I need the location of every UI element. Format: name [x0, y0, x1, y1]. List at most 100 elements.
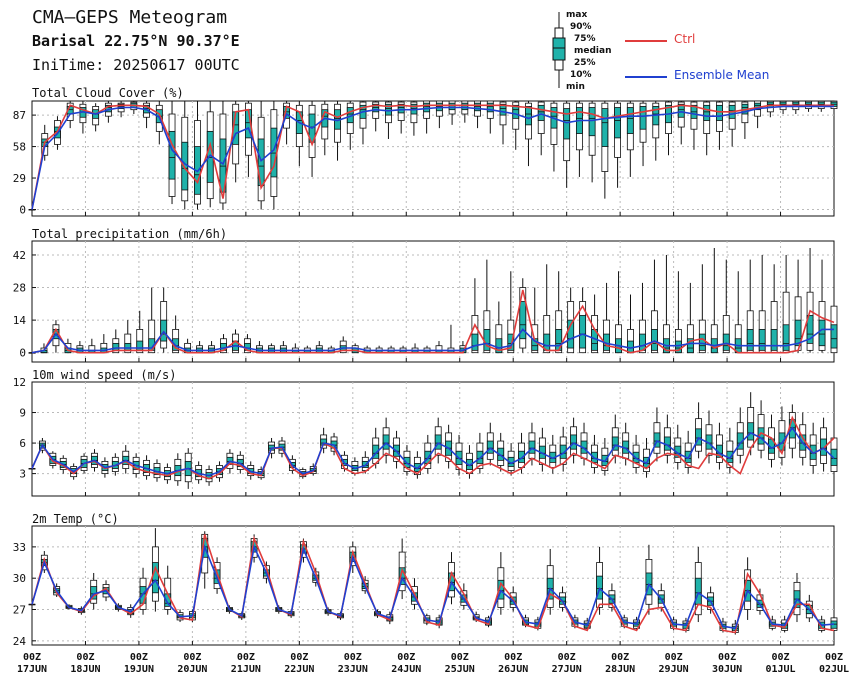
box-legend-p90: 90%: [570, 22, 592, 32]
box-inner: [486, 440, 494, 454]
x-tick-label-time: 00Z: [130, 652, 148, 663]
box-inner: [758, 329, 766, 351]
box-inner: [747, 422, 755, 441]
legend-ctrl-label: Ctrl: [674, 32, 696, 46]
panel-title: Total precipitation (mm/6h): [32, 227, 227, 241]
box-inner: [674, 340, 682, 354]
x-tick-label-time: 00Z: [718, 652, 736, 663]
y-tick-label: 9: [19, 407, 26, 420]
ctrl-line: [31, 415, 835, 480]
ensemble-mean-line: [31, 543, 835, 630]
x-tick-label-date: 28JUN: [605, 664, 635, 675]
box-inner: [579, 315, 587, 349]
x-tick-label-date: 22JUN: [284, 664, 314, 675]
x-tick-label-time: 00Z: [23, 652, 41, 663]
y-tick-label: 30: [13, 572, 26, 585]
box-inner: [499, 103, 507, 116]
panel-title: 2m Temp (°C): [32, 512, 119, 526]
box-inner: [372, 444, 380, 459]
box-legend-p10: 10%: [570, 70, 592, 80]
box-inner: [611, 436, 619, 451]
box-inner: [716, 104, 723, 121]
box-inner: [601, 108, 609, 147]
x-tick-label-date: 30JUN: [712, 664, 742, 675]
box-legend-glyph: [552, 12, 566, 88]
box-outer: [148, 319, 156, 354]
header-title: CMA—GEPS Meteogram: [32, 7, 228, 28]
ensemble-mean-line: [31, 426, 835, 477]
box-inner: [570, 434, 578, 450]
box-inner: [136, 340, 144, 351]
box-inner: [567, 319, 575, 349]
box-inner: [168, 130, 176, 180]
box-legend-median: median: [574, 46, 612, 56]
x-tick-label-time: 00Z: [825, 652, 843, 663]
x-tick-label-date: 25JUN: [445, 664, 475, 675]
box-inner: [830, 324, 838, 349]
x-tick-label-time: 00Z: [558, 652, 576, 663]
box-legend-p25: 25%: [574, 58, 596, 68]
x-tick-label-time: 00Z: [397, 652, 415, 663]
box-inner: [497, 447, 505, 461]
box-inner: [471, 333, 479, 351]
box-inner: [461, 102, 469, 111]
box-inner: [626, 107, 634, 134]
legend-mean-swatch: [625, 76, 667, 78]
box-inner: [559, 444, 567, 459]
box-inner: [486, 102, 494, 113]
box-inner: [722, 333, 730, 351]
box-inner: [818, 319, 826, 347]
box-inner: [770, 329, 778, 351]
y-tick-label: 33: [13, 541, 26, 554]
box-inner: [639, 106, 647, 130]
panel-frame: [31, 525, 835, 646]
x-tick-label-time: 00Z: [611, 652, 629, 663]
box-inner: [519, 301, 527, 340]
x-tick-label-date: 02JUL: [819, 664, 849, 675]
box-inner: [495, 338, 503, 354]
box-inner: [448, 102, 456, 111]
x-tick-label-date: 29JUN: [659, 664, 689, 675]
box-inner: [746, 329, 754, 351]
panel-frame: [31, 381, 835, 497]
y-tick-label: 27: [13, 604, 26, 617]
box-inner: [382, 434, 390, 450]
box-inner: [528, 440, 536, 454]
y-tick-label: 87: [13, 109, 26, 122]
x-tick-label-date: 26JUN: [498, 664, 528, 675]
box-inner: [397, 103, 405, 114]
y-tick-label: 24: [13, 635, 27, 648]
y-tick-label: 12: [13, 376, 26, 389]
header-location: Barisal 22.75°N 90.37°E: [32, 32, 240, 50]
box-inner: [525, 106, 532, 126]
box-inner: [423, 102, 431, 113]
x-tick-label-date: 20JUN: [177, 664, 207, 675]
box-inner: [474, 102, 481, 112]
box-inner: [124, 342, 132, 351]
x-tick-label-time: 00Z: [290, 652, 308, 663]
box-inner: [385, 103, 392, 116]
x-tick-label-time: 00Z: [451, 652, 469, 663]
box-inner: [677, 103, 685, 118]
panel-title: 10m wind speed (m/s): [32, 368, 177, 382]
box-legend-min: min: [566, 82, 585, 92]
box-inner: [219, 138, 227, 193]
y-tick-label: 3: [19, 468, 26, 481]
box-inner: [466, 458, 473, 470]
box-inner: [782, 324, 790, 351]
x-tick-label-time: 00Z: [237, 652, 255, 663]
box-inner: [181, 141, 189, 191]
x-tick-label-time: 00Z: [183, 652, 201, 663]
box-inner: [695, 428, 702, 446]
x-tick-label-date: 01JUL: [765, 664, 795, 675]
header-init-time: IniTime: 20250617 00UTC: [32, 56, 240, 74]
box-inner: [434, 434, 442, 450]
x-tick-label-time: 00Z: [344, 652, 362, 663]
x-tick-label-time: 00Z: [665, 652, 683, 663]
box-inner: [653, 432, 661, 448]
ctrl-line: [31, 534, 835, 634]
y-tick-label: 28: [13, 282, 26, 295]
x-tick-label-time: 00Z: [504, 652, 522, 663]
y-tick-label: 58: [13, 141, 26, 154]
